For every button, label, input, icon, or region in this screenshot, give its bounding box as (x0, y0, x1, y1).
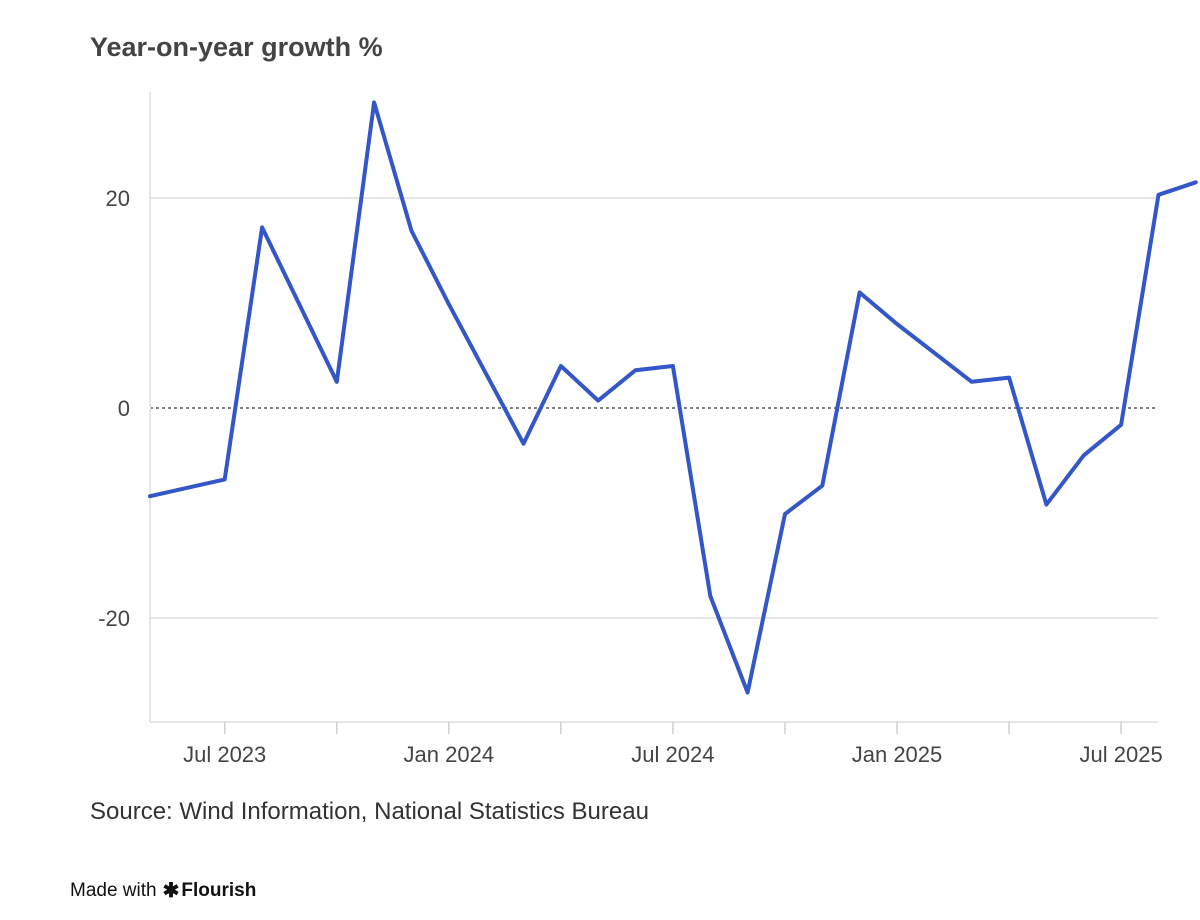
data-point (895, 322, 899, 326)
data-point (1194, 180, 1198, 184)
data-point (148, 494, 152, 498)
data-point (858, 291, 862, 295)
data-point (1082, 453, 1086, 457)
data-point (634, 368, 638, 372)
data-point (1119, 423, 1123, 427)
data-point (522, 442, 526, 446)
x-tick-label: Jan 2024 (404, 742, 495, 767)
flourish-credit[interactable]: Made with ✱ Flourish (70, 878, 256, 903)
data-point (260, 225, 264, 229)
data-point (372, 100, 376, 104)
line-chart: 20 0 -20 Jul 2023 Jan 2024 Jul 2024 Jan 2025 Ju… (98, 92, 1198, 767)
x-tick-label: Jan 2025 (852, 742, 943, 767)
data-point (223, 477, 227, 481)
series-layer (148, 100, 1198, 695)
data-point (447, 302, 451, 306)
data-point (596, 399, 600, 403)
data-point (746, 691, 750, 695)
data-point (970, 380, 974, 384)
flourish-logo-icon: ✱ (162, 880, 180, 902)
credit-brand: Flourish (181, 879, 257, 901)
x-tick-label: Jul 2023 (183, 742, 266, 767)
data-point (820, 484, 824, 488)
credit-prefix: Made with (70, 879, 157, 901)
series-line (148, 100, 1198, 695)
label-layer: 20 0 -20 Jul 2023 Jan 2024 Jul 2024 Jan 2025 Ju… (98, 186, 1162, 767)
y-tick-label: 20 (106, 186, 130, 211)
axis-layer (149, 92, 1158, 734)
data-point (1156, 193, 1160, 197)
data-point (671, 364, 675, 368)
grid-layer (150, 197, 1158, 619)
y-tick-label: -20 (98, 606, 130, 631)
data-point (559, 364, 563, 368)
x-tick-label: Jul 2025 (1080, 742, 1163, 767)
source-note: Source: Wind Information, National Stati… (90, 798, 649, 825)
data-point (1007, 376, 1011, 380)
data-point (783, 512, 787, 516)
data-point (335, 380, 339, 384)
y-tick-label: 0 (118, 396, 130, 421)
data-point (708, 594, 712, 598)
data-point (409, 229, 413, 233)
x-tick-label: Jul 2024 (631, 742, 714, 767)
data-point (1044, 503, 1048, 507)
chart-title: Year-on-year growth % (90, 32, 383, 62)
